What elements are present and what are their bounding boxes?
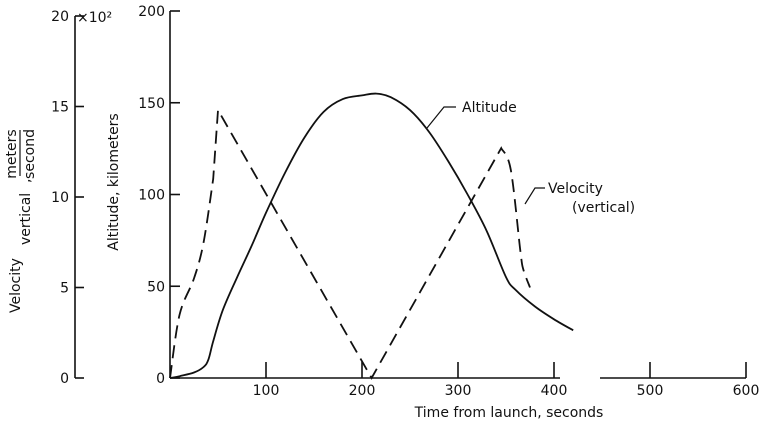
altitude-tick-label: 50 xyxy=(147,279,165,295)
altitude-tick-label: 200 xyxy=(138,4,165,20)
altitude-axis-title: Altitude, kilometers xyxy=(106,113,122,250)
velocity-tick-label: 0 xyxy=(60,371,69,387)
velocity-annotation-line1: Velocity xyxy=(548,181,603,197)
velocity-ticks: 0 5 10 15 20 xyxy=(51,9,84,387)
altitude-tick-label: 150 xyxy=(138,96,165,112)
velocity-tick-label: 10 xyxy=(51,190,69,206)
velocity-label-prefix: Velocity xyxy=(8,258,24,313)
velocity-tick-label: 15 xyxy=(51,100,69,116)
velocity-annotation-line2: (vertical) xyxy=(572,200,635,216)
velocity-label-sub: vertical xyxy=(18,193,34,245)
velocity-tick-label: 20 xyxy=(51,9,69,25)
series-velocity-line xyxy=(169,107,531,380)
x-ticks: 100 200 300 400 500 600 xyxy=(253,362,760,399)
series-altitude-line xyxy=(169,92,574,379)
x-tick-label: 300 xyxy=(445,383,472,399)
x-tick-label: 400 xyxy=(541,383,568,399)
altitude-annotation: Altitude xyxy=(462,100,517,116)
velocity-multiplier: ×10² xyxy=(77,10,112,26)
velocity-leader xyxy=(524,187,545,205)
velocity-unit-denominator: second xyxy=(22,129,38,179)
x-tick-label: 600 xyxy=(733,383,760,399)
velocity-unit-numerator: meters xyxy=(4,129,20,178)
x-tick-label: 200 xyxy=(349,383,376,399)
velocity-axis-title: Velocity vertical , meters second xyxy=(4,129,38,313)
x-tick-label: 500 xyxy=(637,383,664,399)
x-tick-label: 100 xyxy=(253,383,280,399)
altitude-leader xyxy=(426,106,456,129)
x-axis-title: Time from launch, seconds xyxy=(414,405,604,421)
velocity-label-comma: , xyxy=(18,179,34,183)
velocity-tick-label: 5 xyxy=(60,281,69,297)
altitude-ticks: 0 50 100 150 200 xyxy=(138,4,180,387)
altitude-tick-label: 100 xyxy=(138,188,165,204)
altitude-tick-label: 0 xyxy=(156,371,165,387)
